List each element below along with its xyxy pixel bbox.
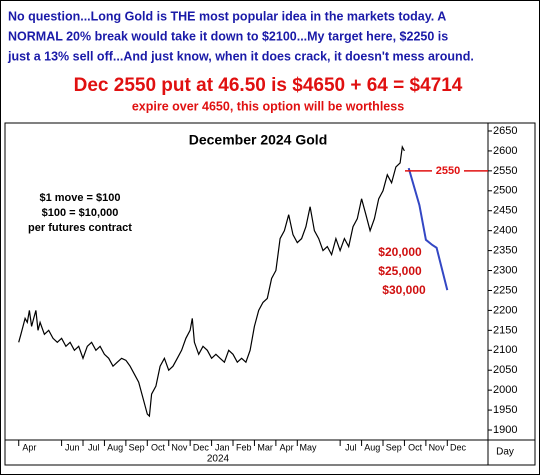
y-tick-label: 2600: [493, 145, 517, 157]
x-tick-label: Dec: [193, 442, 210, 452]
y-tick-label: 2400: [493, 225, 517, 237]
y-tick-label: 1900: [493, 424, 517, 436]
y-tick-label: 2500: [493, 185, 517, 197]
x-tick-label: Feb: [236, 442, 252, 452]
x-tick-label: Nov: [429, 442, 446, 452]
y-tick-label: 2100: [493, 344, 517, 356]
note: per futures contract: [28, 222, 132, 234]
x-tick-label: Sep: [129, 442, 145, 452]
x-tick-label: Aug: [107, 442, 123, 452]
y-tick-label: 2200: [493, 304, 517, 316]
x-tick-label: Jun: [65, 442, 80, 452]
header-line: No question...Long Gold is THE most popu…: [8, 9, 446, 23]
x-tick-label: May: [299, 442, 317, 452]
subheadline: expire over 4650, this option will be wo…: [132, 99, 404, 113]
y-tick-label: 2450: [493, 205, 517, 217]
x-tick-label: Apr: [280, 442, 294, 452]
price-line: [18, 144, 405, 418]
y-tick-label: 2050: [493, 364, 517, 376]
price-line: [407, 167, 449, 291]
x-tick-label: Jul: [88, 442, 100, 452]
header-line: NORMAL 20% break would take it down to $…: [8, 29, 448, 43]
y-tick-label: 2000: [493, 384, 517, 396]
loss-label: $20,000: [378, 245, 422, 259]
reference-label: 2550: [436, 165, 460, 177]
y-tick-label: 2150: [493, 324, 517, 336]
x-tick-label: Oct: [151, 442, 166, 452]
note: $1 move = $100: [39, 192, 120, 204]
y-tick-label: 2650: [493, 125, 517, 137]
y-tick-label: 2300: [493, 264, 517, 276]
x-tick-label: Dec: [450, 442, 467, 452]
x-tick-label: Oct: [408, 442, 423, 452]
x-tick-label: Jan: [215, 442, 230, 452]
header-line: just a 13% sell off...And just know, whe…: [7, 49, 474, 63]
note: $100 = $10,000: [42, 207, 119, 219]
y-tick-label: 2350: [493, 245, 517, 257]
x-tick-label: Nov: [171, 442, 188, 452]
x-unit: Day: [496, 447, 514, 458]
headline: Dec 2550 put at 46.50 is $4650 + 64 = $4…: [74, 75, 463, 96]
x-tick-label: Mar: [257, 442, 273, 452]
y-tick-label: 2250: [493, 284, 517, 296]
x-tick-label: Aug: [364, 442, 380, 452]
chart-title: December 2024 Gold: [189, 132, 328, 148]
y-tick-label: 2550: [493, 165, 517, 177]
x-tick-label: Sep: [386, 442, 402, 452]
x-tick-label: Jul: [345, 442, 357, 452]
loss-label: $30,000: [382, 283, 426, 297]
loss-label: $25,000: [378, 264, 422, 278]
chart-box: [4, 122, 536, 466]
x-sublabel: 2024: [207, 454, 230, 465]
reference-label-bg: [432, 163, 464, 178]
x-tick-label: Apr: [22, 442, 36, 452]
y-tick-label: 1950: [493, 404, 517, 416]
